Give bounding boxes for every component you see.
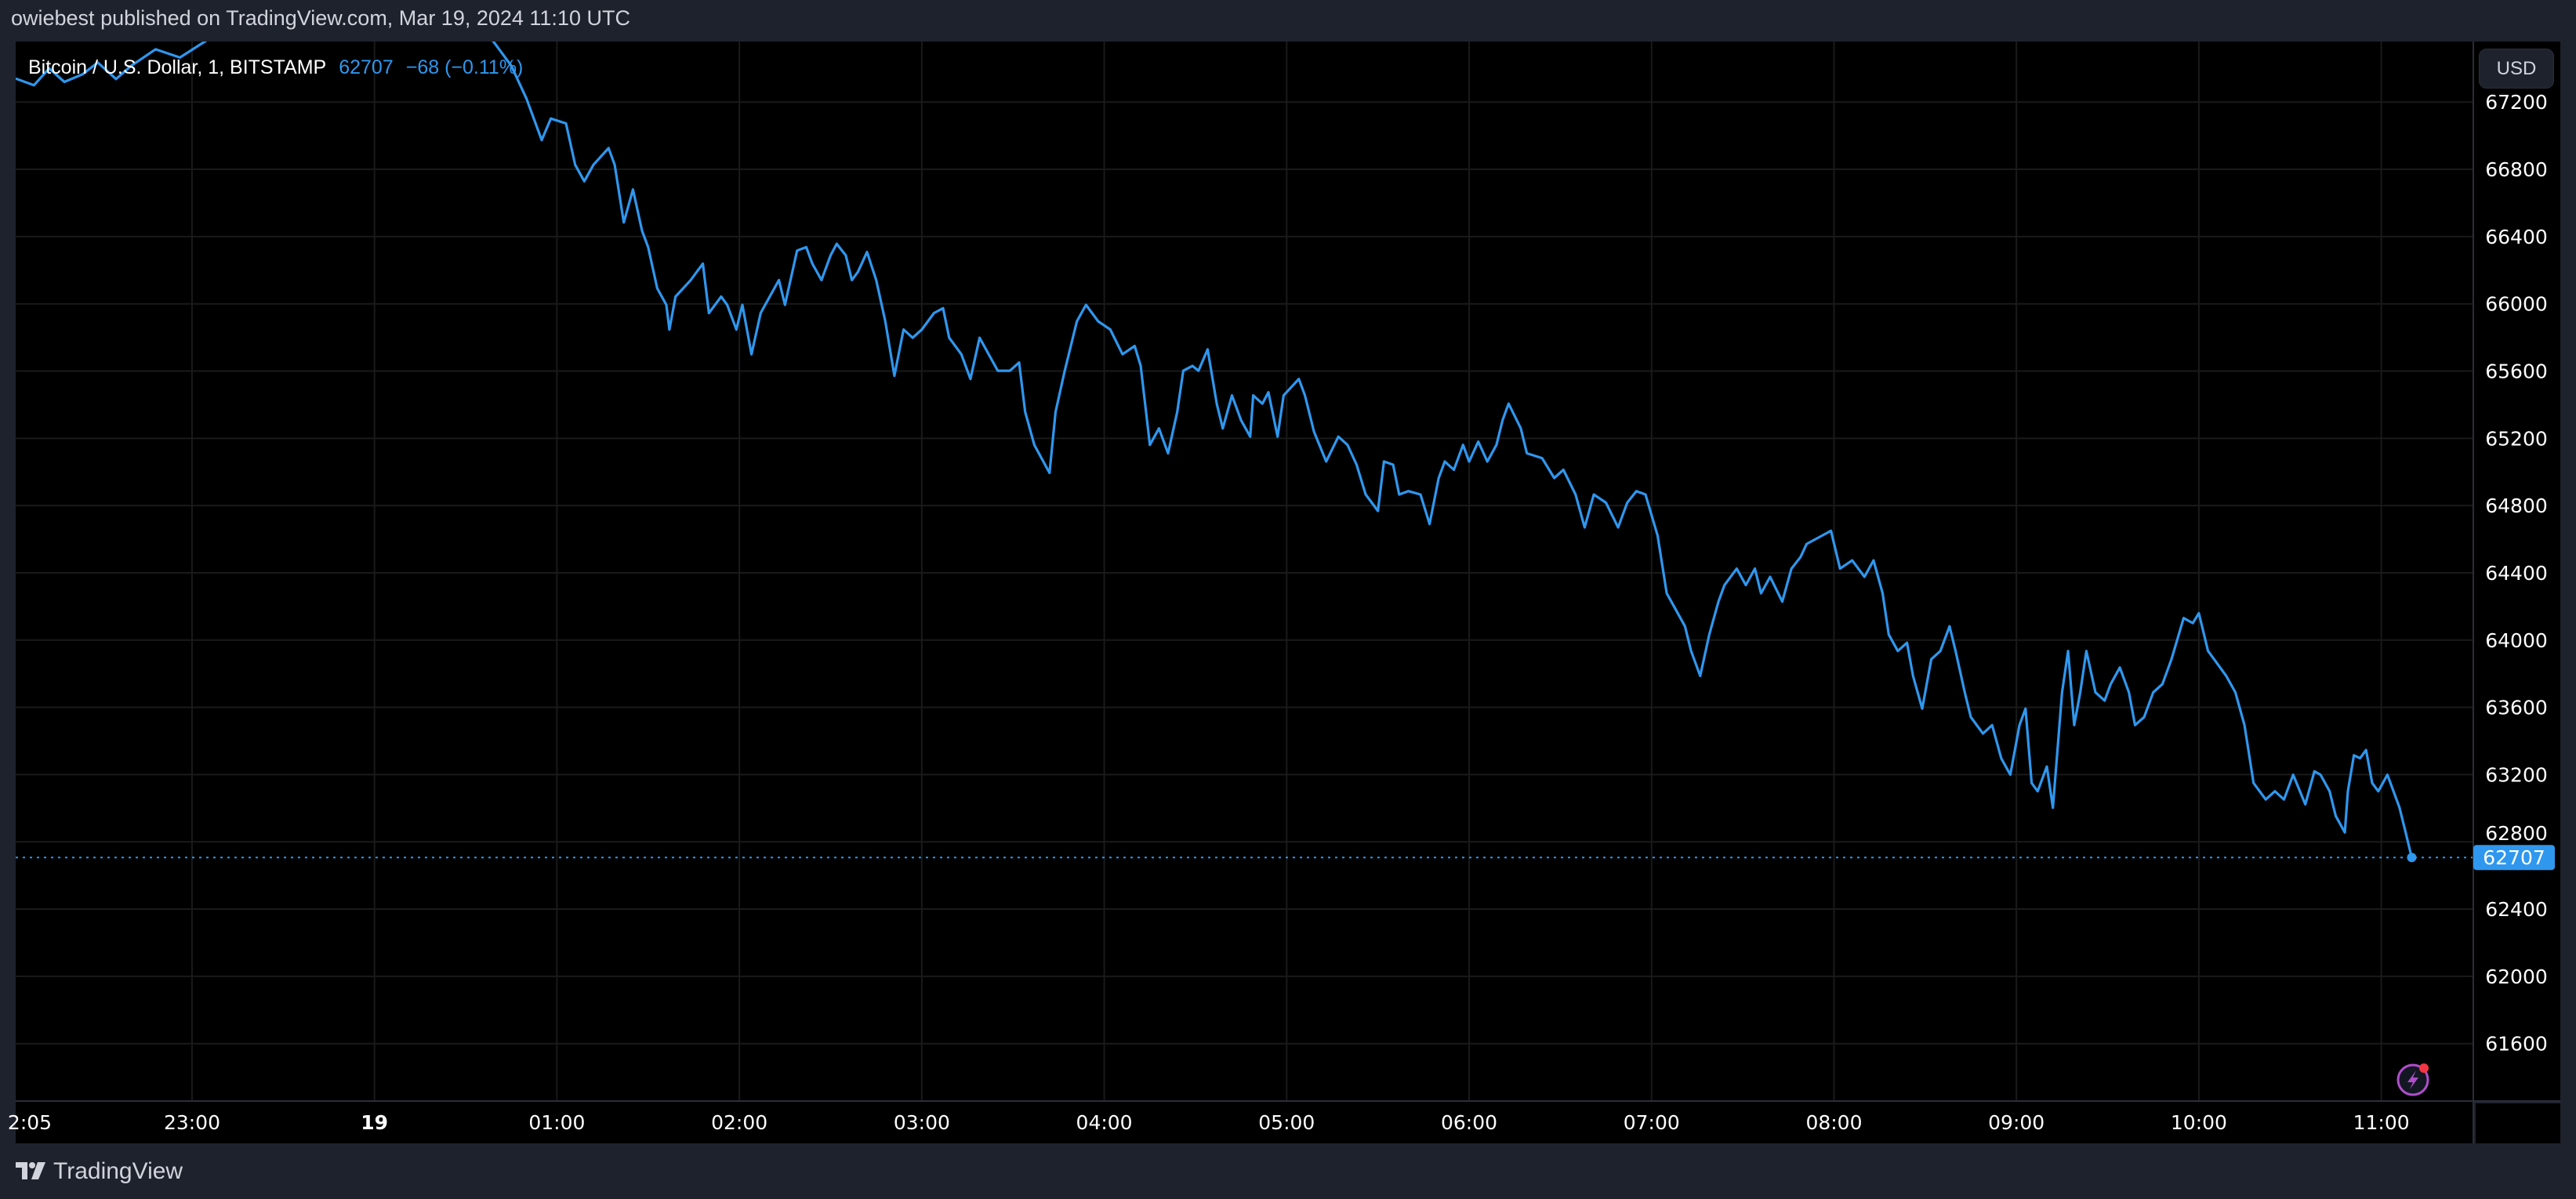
last-price-dot [2407, 853, 2417, 863]
x-tick-label: 11:00 [2353, 1111, 2410, 1134]
tick-labels: 67200 66800 66400 66000 65600 65200 64800 64400… [8, 91, 2548, 1134]
x-tick-label: 08:00 [1805, 1111, 1862, 1134]
x-tick-label: 09:00 [1988, 1111, 2044, 1134]
x-tick-label: 01:00 [528, 1111, 585, 1134]
x-tick-label: 2:05 [8, 1111, 52, 1134]
published-caption: owiebest published on TradingView.com, M… [11, 6, 630, 30]
y-tick-label: 64400 [2485, 562, 2548, 585]
plot-area[interactable] [16, 42, 2473, 1100]
y-tick-label: 62400 [2485, 898, 2548, 921]
y-tick-label: 62800 [2485, 822, 2548, 845]
x-tick-label: 06:00 [1441, 1111, 1497, 1134]
currency-button[interactable]: USD [2479, 49, 2554, 89]
x-tick-label: 23:00 [164, 1111, 220, 1134]
x-tick-label: 05:00 [1258, 1111, 1315, 1134]
last-price-value: 62707 [2483, 846, 2545, 869]
lightning-bolt-icon[interactable] [2394, 1061, 2432, 1099]
notification-dot [2419, 1063, 2429, 1073]
price-change: −68 (−0.11%) [405, 56, 524, 78]
x-tick-label: 02:00 [711, 1111, 767, 1134]
tradingview-logo-icon [16, 1162, 45, 1179]
x-tick-label: 03:00 [894, 1111, 950, 1134]
y-tick-label: 64000 [2485, 629, 2548, 652]
last-price: 62707 [339, 56, 394, 78]
y-tick-label: 66000 [2485, 293, 2548, 316]
symbol-title: Bitcoin / U.S. Dollar, 1, BITSTAMP [28, 56, 327, 78]
x-tick-label: 04:00 [1076, 1111, 1133, 1134]
y-tick-label: 63600 [2485, 697, 2548, 719]
time-axis[interactable] [16, 1102, 2473, 1143]
axis-corner [2476, 1103, 2560, 1143]
y-tick-label: 67200 [2485, 91, 2548, 114]
y-tick-label: 63200 [2485, 763, 2548, 786]
brand-name: TradingView [53, 1158, 183, 1184]
x-tick-label: 07:00 [1624, 1111, 1680, 1134]
grid [16, 42, 2473, 1100]
y-tick-label: 66400 [2485, 226, 2548, 248]
symbol-legend[interactable]: Bitcoin / U.S. Dollar, 1, BITSTAMP 62707−… [28, 56, 523, 79]
y-tick-label: 65600 [2485, 360, 2548, 383]
price-axis[interactable] [2473, 42, 2560, 1100]
y-tick-label: 66800 [2485, 158, 2548, 181]
y-tick-label: 61600 [2485, 1033, 2548, 1056]
y-tick-label: 64800 [2485, 494, 2548, 517]
tradingview-logo[interactable]: TradingView [16, 1158, 183, 1185]
x-tick-label: 10:00 [2171, 1111, 2227, 1134]
y-tick-label: 65200 [2485, 427, 2548, 450]
x-tick-label: 19 [361, 1111, 388, 1134]
last-price-badge [2473, 845, 2555, 871]
y-tick-label: 62000 [2485, 965, 2548, 988]
price-line-series [16, 42, 2413, 858]
last-price-label: 62707 [2473, 845, 2555, 871]
